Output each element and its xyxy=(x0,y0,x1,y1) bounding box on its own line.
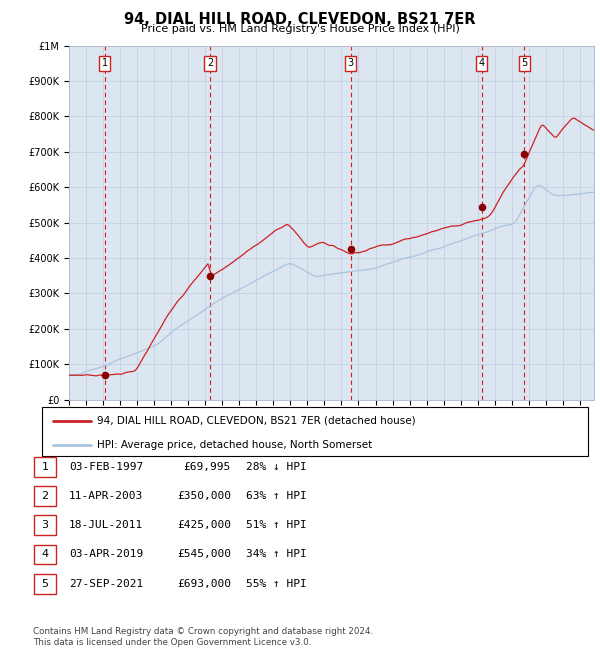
Text: 5: 5 xyxy=(41,578,49,589)
FancyBboxPatch shape xyxy=(34,457,56,476)
FancyBboxPatch shape xyxy=(34,574,56,593)
Text: £425,000: £425,000 xyxy=(177,520,231,530)
Text: 63% ↑ HPI: 63% ↑ HPI xyxy=(246,491,307,501)
FancyBboxPatch shape xyxy=(34,545,56,564)
FancyBboxPatch shape xyxy=(34,486,56,506)
Text: 4: 4 xyxy=(41,549,49,560)
Text: Contains HM Land Registry data © Crown copyright and database right 2024.
This d: Contains HM Land Registry data © Crown c… xyxy=(33,627,373,647)
Text: 3: 3 xyxy=(347,58,354,68)
Text: HPI: Average price, detached house, North Somerset: HPI: Average price, detached house, Nort… xyxy=(97,441,372,450)
Text: 94, DIAL HILL ROAD, CLEVEDON, BS21 7ER (detached house): 94, DIAL HILL ROAD, CLEVEDON, BS21 7ER (… xyxy=(97,416,415,426)
Text: 27-SEP-2021: 27-SEP-2021 xyxy=(69,578,143,589)
Text: 34% ↑ HPI: 34% ↑ HPI xyxy=(246,549,307,560)
Text: 03-APR-2019: 03-APR-2019 xyxy=(69,549,143,560)
Text: 1: 1 xyxy=(41,462,49,472)
Text: 55% ↑ HPI: 55% ↑ HPI xyxy=(246,578,307,589)
Text: 51% ↑ HPI: 51% ↑ HPI xyxy=(246,520,307,530)
FancyBboxPatch shape xyxy=(34,515,56,535)
Text: 2: 2 xyxy=(41,491,49,501)
Text: 2: 2 xyxy=(207,58,213,68)
Text: 18-JUL-2011: 18-JUL-2011 xyxy=(69,520,143,530)
Text: 3: 3 xyxy=(41,520,49,530)
Text: £350,000: £350,000 xyxy=(177,491,231,501)
Text: 03-FEB-1997: 03-FEB-1997 xyxy=(69,462,143,472)
Text: Price paid vs. HM Land Registry's House Price Index (HPI): Price paid vs. HM Land Registry's House … xyxy=(140,24,460,34)
Text: £693,000: £693,000 xyxy=(177,578,231,589)
Text: 28% ↓ HPI: 28% ↓ HPI xyxy=(246,462,307,472)
Text: 1: 1 xyxy=(101,58,107,68)
Text: 5: 5 xyxy=(521,58,527,68)
Text: 94, DIAL HILL ROAD, CLEVEDON, BS21 7ER: 94, DIAL HILL ROAD, CLEVEDON, BS21 7ER xyxy=(124,12,476,27)
Text: £545,000: £545,000 xyxy=(177,549,231,560)
Text: £69,995: £69,995 xyxy=(184,462,231,472)
FancyBboxPatch shape xyxy=(42,407,588,456)
Text: 11-APR-2003: 11-APR-2003 xyxy=(69,491,143,501)
Text: 4: 4 xyxy=(479,58,485,68)
